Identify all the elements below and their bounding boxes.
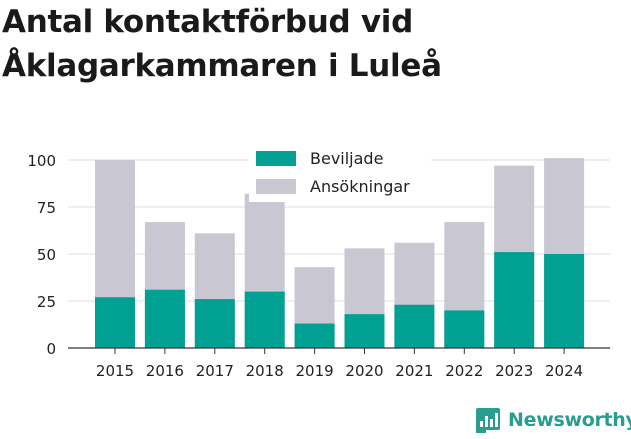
- bar-beviljade: [444, 310, 485, 348]
- bar-beviljade: [244, 291, 285, 348]
- x-tick-label: 2021: [395, 362, 433, 380]
- x-tick-label: 2024: [545, 362, 583, 380]
- x-tick-label: 2022: [445, 362, 483, 380]
- chart-title: Antal kontaktförbud vid Åklagarkammaren …: [2, 4, 442, 84]
- x-tick-label: 2019: [296, 362, 334, 380]
- legend-label: Ansökningar: [310, 177, 410, 196]
- bar-beviljade: [394, 304, 435, 348]
- y-tick-label: 100: [27, 152, 56, 170]
- x-tick-label: 2016: [146, 362, 184, 380]
- x-tick-label: 2018: [246, 362, 284, 380]
- bar-beviljade: [494, 252, 535, 348]
- x-tick-label: 2023: [495, 362, 533, 380]
- legend-swatch: [256, 151, 296, 166]
- y-tick-label: 50: [37, 246, 56, 264]
- legend: Beviljade Ansökningar: [249, 144, 431, 202]
- bars: [95, 158, 585, 348]
- newsworthy-logo: Newsworthy: [476, 407, 631, 433]
- y-tick-label: 0: [46, 340, 56, 358]
- x-tick-label: 2015: [96, 362, 134, 380]
- bar-chart-icon: [476, 408, 500, 433]
- bar-beviljade: [294, 323, 335, 348]
- bar-beviljade: [544, 254, 585, 348]
- bar-beviljade: [144, 289, 185, 348]
- y-tick-label: 25: [37, 293, 56, 311]
- bar-beviljade: [344, 314, 385, 348]
- bar-beviljade: [95, 297, 135, 348]
- brand-name: Newsworthy: [508, 409, 631, 431]
- y-tick-label: 75: [37, 199, 56, 217]
- legend-swatch: [256, 179, 296, 194]
- legend-label: Beviljade: [310, 149, 383, 168]
- x-tick-label: 2020: [345, 362, 383, 380]
- x-tick-label: 2017: [196, 362, 234, 380]
- axes: 0 25 50 75 100 2015 2016 2017 2018 2019 2020 2021 20…: [27, 152, 610, 380]
- bar-beviljade: [194, 299, 235, 348]
